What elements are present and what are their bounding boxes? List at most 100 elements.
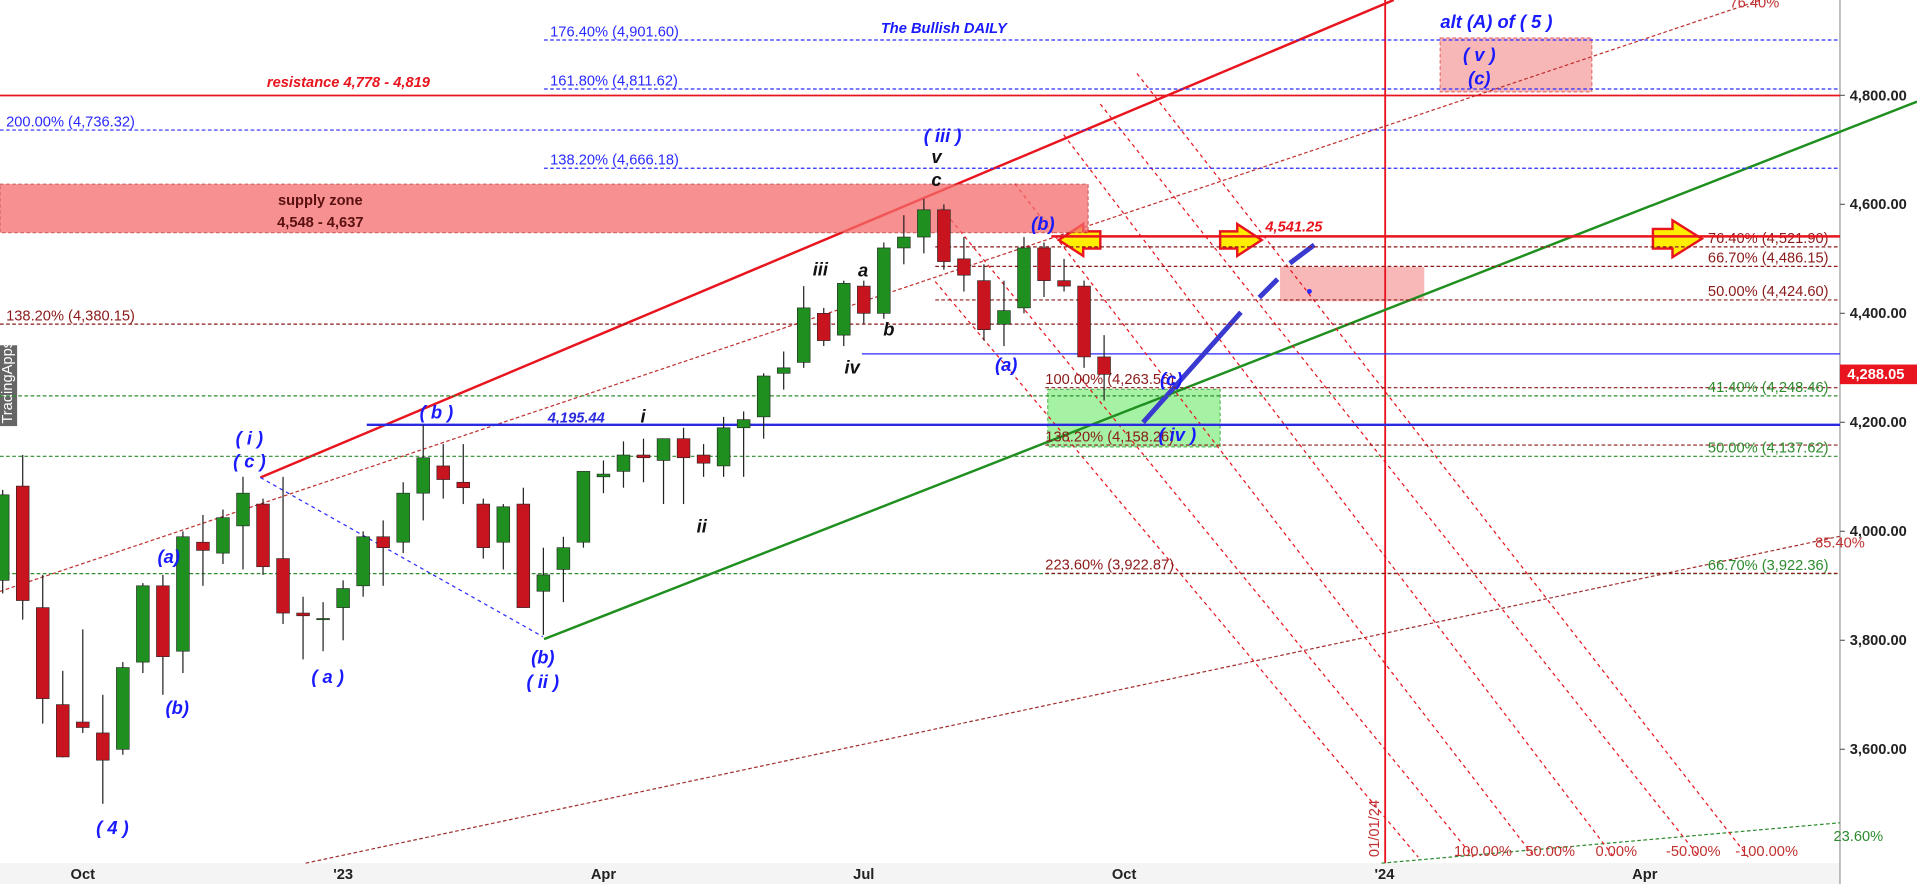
wave-label: a [858, 260, 868, 281]
candle-body [676, 438, 691, 459]
wave-label: ii [697, 516, 708, 537]
wave-label: c [931, 169, 941, 190]
candle-body [997, 310, 1011, 325]
candle-body [56, 704, 70, 758]
candle-body [556, 547, 571, 570]
wave-label: (b) [1031, 213, 1054, 234]
key-level-label: 4,541.25 [1264, 219, 1323, 235]
candle-body [837, 283, 851, 336]
candle-body [416, 457, 430, 494]
x-tick-label: Oct [1112, 867, 1137, 883]
candle-body [96, 732, 110, 761]
fan-label: 100.00% [1454, 844, 1512, 860]
candle-body [396, 492, 410, 543]
candle-body [957, 258, 971, 276]
candle-body [496, 506, 511, 543]
fan-label: 23.60% [1833, 829, 1883, 845]
date-marker: 01/01/24 [1367, 800, 1383, 857]
last-price-tag [1839, 364, 1917, 385]
level-label: 100.00% (4,263.56) [1045, 372, 1174, 388]
level-label: 76.40% (4,521.90) [1708, 231, 1829, 247]
last-price-label: 4,288.05 [1847, 367, 1904, 383]
candle-body [76, 721, 90, 728]
candle-body [596, 473, 611, 478]
candle-body [216, 517, 230, 554]
wave-label: ( c ) [233, 451, 266, 472]
candle-body [917, 209, 931, 238]
wave-label: (a) [995, 354, 1017, 375]
wave-label: ( ii ) [527, 671, 560, 692]
channel-line [305, 535, 1841, 864]
fan-label: -100.00% [1735, 844, 1798, 860]
candle-body [796, 307, 811, 363]
support-box [1047, 388, 1221, 448]
candle-body [1077, 285, 1091, 358]
candle-body [456, 481, 470, 489]
candle-body [336, 588, 350, 608]
candle-body [536, 574, 551, 592]
wave-label: alt (A) of ( 5 ) [1440, 11, 1552, 32]
y-tick-label: 4,400.00 [1850, 306, 1907, 322]
candle-body [616, 454, 631, 472]
arrow-icon [1651, 218, 1705, 260]
wave-label: (b) [531, 647, 554, 668]
zone-label: 4,548 - 4,637 [277, 215, 363, 231]
fan-label: -50.00% [1666, 844, 1721, 860]
candle-body [176, 536, 190, 652]
x-tick-label: '24 [1375, 867, 1396, 883]
level-label: 138.20% (4,380.15) [6, 308, 135, 324]
channel-line [1381, 822, 1841, 864]
key-level-label: 4,195.44 [547, 410, 605, 426]
level-label: 223.60% (3,922.87) [1045, 558, 1174, 574]
candle-body [696, 454, 711, 464]
chart-title: The Bullish DAILY [881, 21, 1008, 37]
level-label: 50.00% (4,424.60) [1708, 284, 1829, 300]
candle-body [476, 503, 491, 548]
candle-body [156, 585, 170, 657]
channel-line [259, 0, 1395, 479]
candle-body [116, 667, 130, 750]
wave-label: ( iii ) [924, 125, 962, 146]
wave-label: iv [844, 356, 861, 377]
fan-lines [934, 73, 1749, 858]
zone-title: supply zone [278, 193, 363, 209]
y-tick-label: 4,000.00 [1850, 524, 1907, 540]
y-tick-label: 4,800.00 [1850, 88, 1907, 104]
candle-body [376, 536, 390, 548]
level-label: 41.40% (4,248.46) [1708, 380, 1829, 396]
wave-label: ( 4 ) [96, 817, 129, 838]
candle-body [776, 367, 791, 374]
wave-label: (b) [166, 697, 189, 718]
channel-line [543, 100, 1917, 641]
level-label: 138.20% (4,158.26) [1045, 429, 1174, 445]
candle-body [136, 585, 150, 663]
fan-label: 0.00% [1595, 844, 1637, 860]
wave-line [260, 476, 544, 638]
wave-label: (c) [1468, 67, 1490, 88]
source-tag [0, 345, 18, 427]
candle-body [436, 465, 450, 480]
candle-body [15, 485, 30, 601]
fan-label: 76.40% [1730, 0, 1780, 11]
supply-zone [0, 183, 1089, 234]
x-tick-label: Apr [1632, 867, 1658, 883]
candle-body [316, 618, 330, 621]
wave-label: iii [813, 258, 829, 279]
candle-body [817, 313, 831, 341]
wave-label: (c) [1160, 369, 1182, 390]
candle-body [296, 612, 310, 617]
x-tick-label: Oct [71, 867, 96, 883]
projection-dot [1306, 288, 1312, 294]
wave-label: ( b ) [420, 402, 454, 423]
level-label: 50.00% (4,137.62) [1708, 441, 1829, 457]
wave-label: ( iv ) [1158, 424, 1196, 445]
fan-label: 85.40% [1815, 535, 1865, 551]
y-tick-label: 3,600.00 [1850, 742, 1907, 758]
candle-body [977, 280, 991, 330]
level-label: 200.00% (4,736.32) [6, 114, 135, 130]
candle-body [1037, 247, 1051, 281]
candle-body [716, 427, 731, 467]
candle-body [36, 607, 50, 699]
